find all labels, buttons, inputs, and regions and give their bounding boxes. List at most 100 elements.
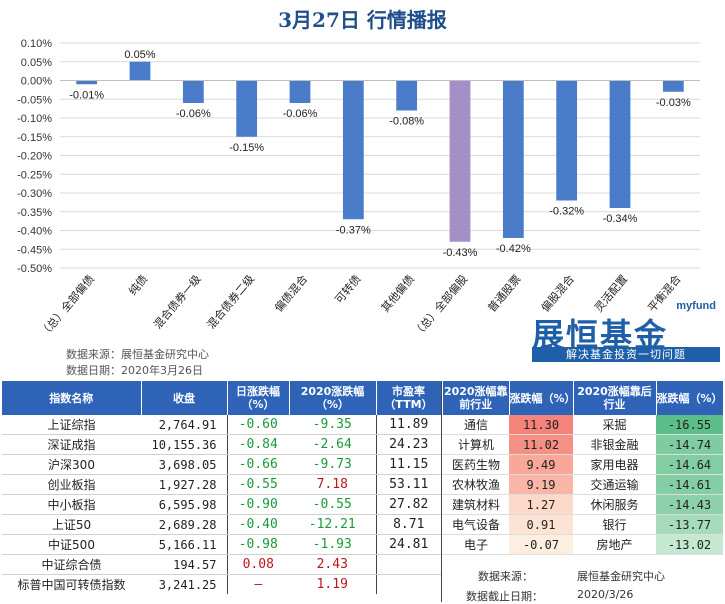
index-pe: 11.15 xyxy=(375,454,441,475)
bar xyxy=(449,80,471,242)
header-index-name: 指数名称 xyxy=(2,381,142,415)
category-label: （总）全部偏债 xyxy=(37,272,97,340)
category-label: 其他偏债 xyxy=(378,272,417,315)
index-day-change: -0.60 xyxy=(226,415,289,435)
index-name: 上证综指 xyxy=(2,415,141,435)
table-row: 电子 -0.07 房地产 -13.02 xyxy=(443,534,723,555)
bottom-industry: 采掘 xyxy=(573,415,656,435)
index-day-change: -0.66 xyxy=(226,454,289,475)
data-label: 0.05% xyxy=(124,49,155,61)
y-tick-label: -0.40% xyxy=(17,226,52,238)
y-tick-label: -0.15% xyxy=(17,132,52,144)
table-row: 通信 11.30 采掘 -16.55 xyxy=(443,415,723,435)
index-day-change: -0.84 xyxy=(226,434,289,455)
index-ytd-change: 7.18 xyxy=(289,474,376,495)
index-name: 创业板指 xyxy=(2,474,141,495)
bar xyxy=(502,80,524,238)
y-tick-label: -0.25% xyxy=(17,169,52,181)
index-pe xyxy=(375,554,441,575)
index-name: 中小板指 xyxy=(2,494,141,515)
header-bottom-change: 涨跌幅（%） xyxy=(656,381,724,415)
table-row: 农林牧渔 9.19 交通运输 -14.61 xyxy=(443,474,723,495)
category-label: 纯债 xyxy=(125,272,150,298)
bottom-industry-change: -16.55 xyxy=(656,415,723,435)
bar xyxy=(236,80,258,137)
index-pe: 53.11 xyxy=(375,474,441,495)
bottom-industry: 银行 xyxy=(573,514,656,535)
index-day-change: – xyxy=(226,574,289,594)
bar xyxy=(609,80,631,208)
data-label: -0.32% xyxy=(549,206,584,218)
index-pe: 24.23 xyxy=(375,434,441,455)
table-row: 中小板指 6,595.98 -0.90 -0.55 27.82 xyxy=(2,494,441,515)
header-ytd-change: 2020涨跌幅（%） xyxy=(289,381,377,415)
y-tick-label: -0.50% xyxy=(17,263,52,275)
date-line: 数据日期：2020年3月26日 xyxy=(66,364,203,377)
category-label: 普通股票 xyxy=(485,272,524,315)
source-line: 数据来源：展恒基金研究中心 xyxy=(66,348,209,361)
bar xyxy=(342,80,364,220)
data-label: -0.43% xyxy=(443,247,478,259)
index-ytd-change: -9.73 xyxy=(289,454,376,475)
category-label: 混合债券二级 xyxy=(204,272,257,332)
brand-logo: myfund 展恒基金 解决基金投资一切问题 xyxy=(522,298,722,362)
data-label: -0.01% xyxy=(69,89,104,101)
y-tick-label: -0.10% xyxy=(17,113,52,125)
bottom-industry-change: -13.77 xyxy=(656,514,723,535)
top-industry: 通信 xyxy=(443,415,509,435)
index-close: 194.57 xyxy=(141,554,227,575)
top-industry-change: 1.27 xyxy=(509,494,573,515)
index-name: 上证50 xyxy=(2,514,141,535)
y-tick-label: 0.05% xyxy=(21,57,52,69)
footer-date-value: 2020/3/26 xyxy=(577,588,634,601)
table-row: 上证综指 2,764.91 -0.60 -9.35 11.89 xyxy=(2,415,441,435)
footer-source-value: 展恒基金研究中心 xyxy=(577,570,665,583)
index-day-change: -0.40 xyxy=(226,514,289,535)
bar xyxy=(182,80,204,103)
bottom-industry-change: -13.02 xyxy=(656,534,723,555)
bar xyxy=(662,80,684,92)
index-name: 中证500 xyxy=(2,534,141,555)
index-close: 2,764.91 xyxy=(141,415,227,435)
industry-table: 2020涨幅靠前行业 涨跌幅（%） 2020涨幅靠后行业 涨跌幅（%） 通信 11… xyxy=(443,381,724,555)
bar xyxy=(396,80,418,111)
top-industry-change: 9.19 xyxy=(509,474,573,495)
bar-chart: 0.10% 0.05% 0.00% -0.05% -0.10% -0.15% -0.20% -… xyxy=(17,38,700,340)
index-close: 3,698.05 xyxy=(141,454,227,475)
bottom-industry: 非银金融 xyxy=(573,434,656,455)
index-name: 中证综合债 xyxy=(2,554,141,575)
bottom-industry-change: -14.43 xyxy=(656,494,723,515)
footer-date-label: 数据截止日期： xyxy=(466,590,543,603)
index-close: 2,689.28 xyxy=(141,514,227,535)
logo-myfund: myfund xyxy=(676,300,716,312)
header-close: 收盘 xyxy=(141,381,228,415)
data-label: -0.06% xyxy=(283,108,318,120)
top-industry: 建筑材料 xyxy=(443,494,509,515)
index-name: 深证成指 xyxy=(2,434,141,455)
category-label: 混合债券一级 xyxy=(150,272,203,332)
table-row: 建筑材料 1.27 休闲服务 -14.43 xyxy=(443,494,723,515)
index-close: 5,166.11 xyxy=(141,534,227,555)
page-title: 3月27日 行情播报 xyxy=(278,8,447,32)
table-row: 中证综合债 194.57 0.08 2.43 xyxy=(2,554,441,575)
y-tick-label: 0.00% xyxy=(21,76,52,88)
table-divider xyxy=(441,381,442,602)
data-label: -0.42% xyxy=(496,243,531,255)
y-tick-label: -0.35% xyxy=(17,207,52,219)
index-close: 1,927.28 xyxy=(141,474,227,495)
y-tick-label: -0.30% xyxy=(17,188,52,200)
bar xyxy=(289,80,311,103)
table-row: 沪深300 3,698.05 -0.66 -9.73 11.15 xyxy=(2,454,441,475)
logo-slogan: 解决基金投资一切问题 xyxy=(532,347,720,362)
index-ytd-change: -12.21 xyxy=(289,514,376,535)
index-ytd-change: -2.64 xyxy=(289,434,376,455)
top-industry: 医药生物 xyxy=(443,454,509,475)
index-day-change: -0.90 xyxy=(226,494,289,515)
table-row: 电气设备 0.91 银行 -13.77 xyxy=(443,514,723,535)
index-pe xyxy=(375,574,441,594)
table-row: 标普中国可转债指数 3,241.25– 1.19 xyxy=(2,574,441,594)
index-name: 沪深300 xyxy=(2,454,141,475)
header-pe: 市盈率（TTM） xyxy=(376,381,442,415)
top-industry-change: 0.91 xyxy=(509,514,573,535)
data-label: -0.15% xyxy=(229,142,264,154)
